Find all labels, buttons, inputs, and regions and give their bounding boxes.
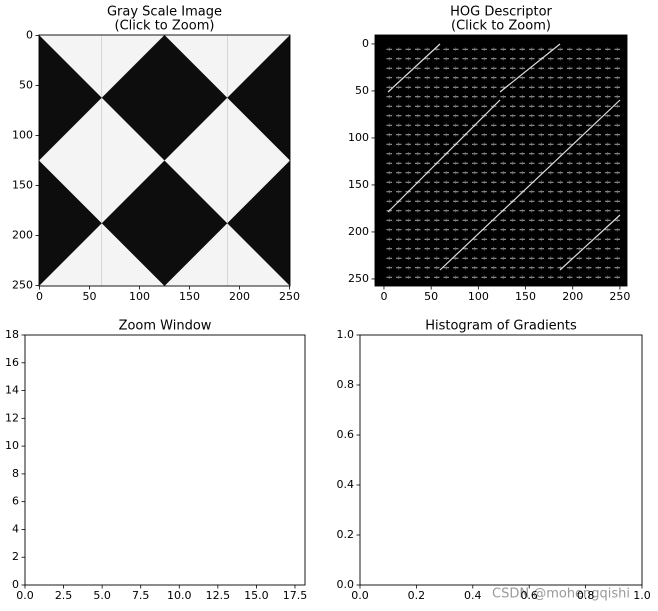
y-tick-label: 0	[12, 578, 19, 591]
image-triangle	[227, 35, 290, 98]
axes-title: Gray Scale Image	[107, 5, 222, 20]
y-tick-label: 2	[12, 550, 19, 563]
x-tick-label: 0	[380, 290, 387, 303]
image-triangle	[39, 97, 102, 161]
x-tick-label: 15.0	[244, 589, 269, 602]
x-tick-label: 5.0	[93, 589, 111, 602]
x-tick-label: 0.0	[16, 589, 34, 602]
axes-frame	[38, 34, 291, 287]
y-tick-label: 150	[12, 179, 33, 192]
image-triangle	[164, 35, 228, 98]
hog-image[interactable]	[375, 35, 627, 286]
y-tick-label: 14	[5, 384, 19, 397]
y-tick-label: 100	[348, 131, 369, 144]
y-tick-label: 18	[5, 328, 19, 341]
y-tick-label: 0.4	[337, 478, 355, 491]
image-triangle	[39, 223, 102, 286]
y-tick-label: 250	[12, 279, 33, 292]
x-tick-label: 12.5	[206, 589, 231, 602]
image-triangle	[39, 35, 102, 98]
image-triangle	[39, 160, 102, 224]
y-tick-label: 10	[5, 439, 19, 452]
x-tick-label: 0	[36, 290, 43, 303]
x-tick-label: 200	[562, 290, 583, 303]
y-tick-label: 4	[12, 522, 19, 535]
axes-title: HOG Descriptor	[450, 5, 552, 20]
axes-title: Histogram of Gradients	[425, 319, 577, 334]
y-tick-label: 12	[5, 411, 19, 424]
x-tick-label: 0.6	[520, 589, 538, 602]
x-tick-label: 50	[424, 290, 438, 303]
y-tick-label: 200	[348, 225, 369, 238]
gray-image[interactable]	[39, 35, 290, 286]
image-triangle	[101, 160, 165, 224]
x-tick-label: 100	[129, 290, 150, 303]
x-tick-label: 0.2	[408, 589, 426, 602]
image-triangle	[164, 160, 228, 224]
y-tick-label: 150	[348, 178, 369, 191]
watermark: CSDN @mohengqishi	[492, 587, 630, 602]
x-tick-label: 250	[609, 290, 630, 303]
y-tick-label: 0	[26, 29, 33, 42]
axes-frame	[24, 334, 306, 586]
x-tick-label: 7.5	[132, 589, 150, 602]
y-tick-label: 8	[12, 467, 19, 480]
y-tick-label: 16	[5, 356, 19, 369]
x-tick-label: 2.5	[55, 589, 73, 602]
x-tick-label: 250	[279, 290, 300, 303]
x-tick-label: 200	[229, 290, 250, 303]
image-triangle	[227, 223, 290, 286]
y-tick-label: 200	[12, 229, 33, 242]
y-tick-label: 0.6	[337, 428, 355, 441]
axes-title: Zoom Window	[119, 319, 212, 334]
x-tick-label: 0.4	[464, 589, 482, 602]
x-tick-label: 10.0	[167, 589, 192, 602]
x-tick-label: 17.5	[283, 589, 308, 602]
axes-frame	[374, 34, 628, 287]
image-triangle	[164, 97, 228, 161]
x-tick-label: 100	[468, 290, 489, 303]
x-tick-label: 150	[515, 290, 536, 303]
y-tick-label: 0.8	[337, 378, 355, 391]
x-tick-label: 0.0	[351, 589, 369, 602]
y-tick-label: 6	[12, 495, 19, 508]
y-tick-label: 50	[19, 79, 33, 92]
y-tick-label: 100	[12, 129, 33, 142]
y-tick-label: 0	[362, 37, 369, 50]
axes-frame	[359, 334, 643, 586]
y-tick-label: 0.0	[337, 578, 355, 591]
image-triangle	[101, 35, 165, 98]
x-tick-label: 150	[179, 290, 200, 303]
x-tick-label: 50	[83, 290, 97, 303]
y-tick-label: 250	[348, 272, 369, 285]
image-triangle	[227, 160, 290, 224]
y-tick-label: 0.2	[337, 528, 355, 541]
x-tick-label: 0.8	[577, 589, 595, 602]
image-triangle	[101, 97, 165, 161]
axes-title: (Click to Zoom)	[115, 19, 215, 34]
y-tick-label: 1.0	[337, 328, 355, 341]
image-triangle	[164, 223, 228, 286]
image-triangle	[227, 97, 290, 161]
axes-title: (Click to Zoom)	[451, 19, 551, 34]
image-triangle	[101, 223, 165, 286]
x-tick-label: 1.0	[633, 589, 651, 602]
y-tick-label: 50	[355, 84, 369, 97]
